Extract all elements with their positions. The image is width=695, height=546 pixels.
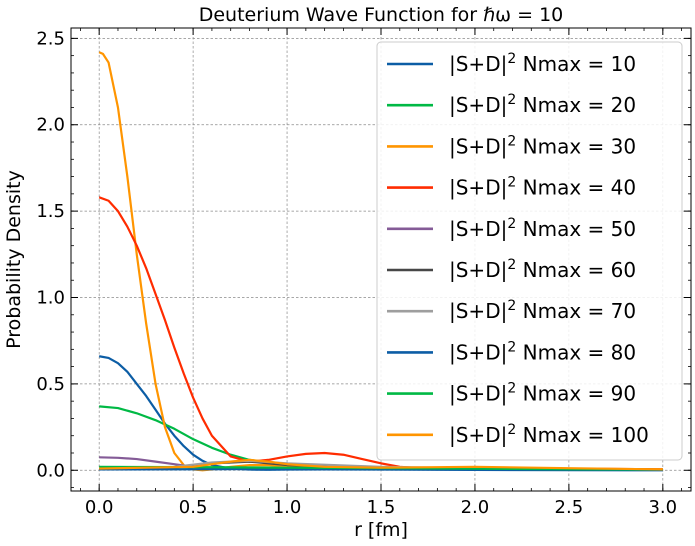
legend-label-7: |S+D|2 Nmax = 70 — [449, 298, 636, 323]
legend-label-1: |S+D|2 Nmax = 10 — [449, 51, 636, 76]
legend-label-3: |S+D|2 Nmax = 30 — [449, 133, 636, 158]
x-tick-label: 1.5 — [367, 497, 396, 518]
y-tick-label: 1.0 — [36, 288, 65, 309]
legend-label-10: |S+D|2 Nmax = 100 — [449, 422, 649, 447]
series-line-4 — [98, 196, 663, 471]
y-tick-label: 2.5 — [36, 28, 65, 49]
x-tick-label: 2.0 — [461, 497, 490, 518]
legend-label-2: |S+D|2 Nmax = 20 — [449, 92, 636, 117]
legend-label-4: |S+D|2 Nmax = 40 — [449, 175, 636, 200]
legend-label-8: |S+D|2 Nmax = 80 — [449, 339, 636, 364]
plot-lines — [98, 51, 663, 472]
y-axis-label: Probability Density — [3, 170, 25, 349]
x-axis-label: r [fm] — [354, 519, 408, 541]
chart-title: Deuterium Wave Function for ℏω = 10 — [199, 4, 564, 26]
x-tick-label: 3.0 — [648, 497, 677, 518]
x-tick-label: 2.5 — [555, 497, 584, 518]
y-tick-label: 2.0 — [36, 115, 65, 136]
y-tick-label: 0.5 — [36, 374, 65, 395]
x-tick-label: 0.5 — [179, 497, 208, 518]
legend-label-5: |S+D|2 Nmax = 50 — [449, 216, 636, 241]
x-tick-label: 0.0 — [85, 497, 114, 518]
y-tick-label: 1.5 — [36, 201, 65, 222]
legend-box — [376, 41, 683, 461]
axes: 0.0 0.5 1.0 1.5 2.0 2.5 3.0 0.0 0.5 1.0 1.5 2.0 2.5 — [36, 27, 692, 518]
x-tick-label: 1.0 — [273, 497, 302, 518]
legend-label-6: |S+D|2 Nmax = 60 — [449, 257, 636, 282]
y-tick-label: 0.0 — [36, 460, 65, 481]
legend-label-9: |S+D|2 Nmax = 90 — [449, 381, 636, 406]
legend: |S+D|2 Nmax = 10 |S+D|2 Nmax = 20 |S+D|2 N… — [376, 41, 683, 461]
series-line-10 — [99, 458, 663, 471]
